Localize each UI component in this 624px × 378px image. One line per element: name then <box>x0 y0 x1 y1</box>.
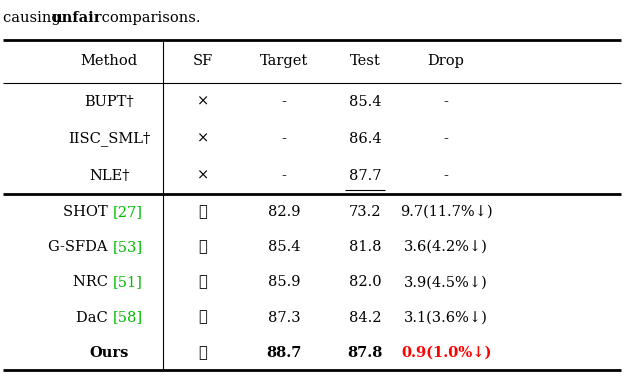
Text: 3.9(4.5%↓): 3.9(4.5%↓) <box>404 275 488 290</box>
Text: unfair: unfair <box>52 11 102 25</box>
Text: 9.7(11.7%↓): 9.7(11.7%↓) <box>400 205 492 219</box>
Text: ✓: ✓ <box>198 205 207 219</box>
Text: 87.7: 87.7 <box>349 169 381 183</box>
Text: IISC_SML†: IISC_SML† <box>68 131 150 146</box>
Text: ✓: ✓ <box>198 311 207 325</box>
Text: 87.8: 87.8 <box>348 346 383 360</box>
Text: 73.2: 73.2 <box>349 205 381 219</box>
Text: [51]: [51] <box>112 275 142 290</box>
Text: 82.9: 82.9 <box>268 205 300 219</box>
Text: causing: causing <box>3 11 66 25</box>
Text: DaC: DaC <box>76 311 112 325</box>
Text: ✓: ✓ <box>198 240 207 254</box>
Text: comparisons.: comparisons. <box>97 11 200 25</box>
Text: 82.0: 82.0 <box>349 275 381 290</box>
Text: SF: SF <box>193 54 213 68</box>
Text: 85.4: 85.4 <box>349 94 381 109</box>
Text: -: - <box>281 132 286 146</box>
Text: G-SFDA: G-SFDA <box>48 240 112 254</box>
Text: SHOT: SHOT <box>63 205 112 219</box>
Text: ×: × <box>197 169 209 183</box>
Text: 84.2: 84.2 <box>349 311 381 325</box>
Text: 3.1(3.6%↓): 3.1(3.6%↓) <box>404 311 488 325</box>
Text: 85.9: 85.9 <box>268 275 300 290</box>
Text: NLE†: NLE† <box>89 169 129 183</box>
Text: Method: Method <box>80 54 138 68</box>
Text: 81.8: 81.8 <box>349 240 381 254</box>
Text: [58]: [58] <box>112 311 142 325</box>
Text: 88.7: 88.7 <box>266 346 301 360</box>
Text: ×: × <box>197 94 209 109</box>
Text: [27]: [27] <box>112 205 142 219</box>
Text: [53]: [53] <box>112 240 142 254</box>
Text: BUPT†: BUPT† <box>84 94 134 109</box>
Text: NRC: NRC <box>72 275 112 290</box>
Text: ×: × <box>197 132 209 146</box>
Text: -: - <box>444 132 449 146</box>
Text: 0.9(1.0%↓): 0.9(1.0%↓) <box>401 346 491 360</box>
Text: 3.6(4.2%↓): 3.6(4.2%↓) <box>404 240 488 254</box>
Text: 86.4: 86.4 <box>349 132 381 146</box>
Text: Drop: Drop <box>427 54 465 68</box>
Text: -: - <box>444 94 449 109</box>
Text: Target: Target <box>260 54 308 68</box>
Text: -: - <box>281 169 286 183</box>
Text: Test: Test <box>349 54 381 68</box>
Text: ✓: ✓ <box>198 346 207 360</box>
Text: 85.4: 85.4 <box>268 240 300 254</box>
Text: -: - <box>281 94 286 109</box>
Text: ✓: ✓ <box>198 275 207 290</box>
Text: 87.3: 87.3 <box>268 311 300 325</box>
Text: Ours: Ours <box>89 346 129 360</box>
Text: -: - <box>444 169 449 183</box>
